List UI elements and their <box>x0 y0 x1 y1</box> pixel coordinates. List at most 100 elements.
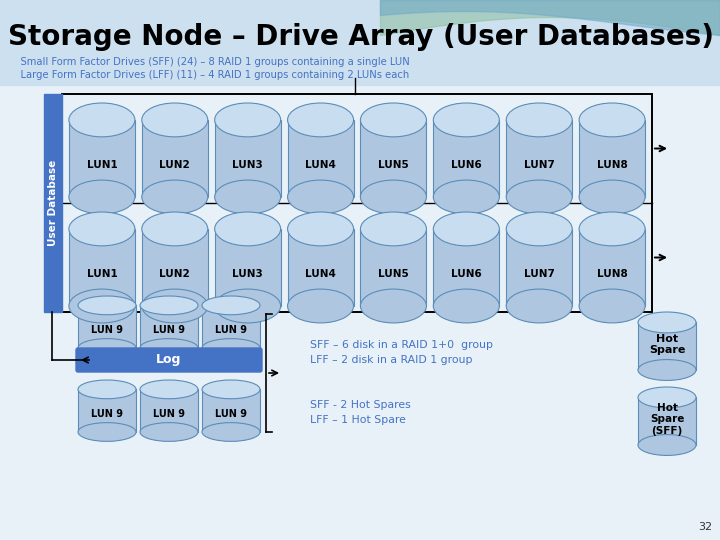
Bar <box>62 94 652 312</box>
Ellipse shape <box>506 289 572 323</box>
Text: LUN 9: LUN 9 <box>215 325 247 335</box>
Ellipse shape <box>78 423 136 441</box>
Text: LUN7: LUN7 <box>523 268 554 279</box>
Ellipse shape <box>433 103 500 137</box>
Text: Log: Log <box>156 354 181 367</box>
Text: Hot
Spare: Hot Spare <box>649 334 685 355</box>
Bar <box>78 305 136 348</box>
Text: LUN5: LUN5 <box>378 268 409 279</box>
Ellipse shape <box>140 339 198 357</box>
Bar <box>78 389 136 432</box>
Bar <box>140 389 198 432</box>
Bar <box>287 229 354 306</box>
Ellipse shape <box>638 312 696 333</box>
Text: LUN6: LUN6 <box>451 160 482 170</box>
Ellipse shape <box>579 212 645 246</box>
Ellipse shape <box>215 289 281 323</box>
Text: LUN 9: LUN 9 <box>153 409 185 419</box>
Bar <box>638 397 696 445</box>
Ellipse shape <box>579 180 645 214</box>
Ellipse shape <box>287 103 354 137</box>
Text: LUN4: LUN4 <box>305 268 336 279</box>
Ellipse shape <box>142 289 208 323</box>
Ellipse shape <box>433 289 500 323</box>
Ellipse shape <box>142 212 208 246</box>
Bar <box>579 120 645 197</box>
Ellipse shape <box>579 103 645 137</box>
Bar <box>506 120 572 197</box>
Bar <box>69 229 135 306</box>
Text: LUN8: LUN8 <box>597 160 628 170</box>
Text: LUN2: LUN2 <box>159 160 190 170</box>
Ellipse shape <box>215 212 281 246</box>
Text: LUN 9: LUN 9 <box>153 325 185 335</box>
Ellipse shape <box>215 103 281 137</box>
Text: Large Form Factor Drives (LFF) (11) – 4 RAID 1 groups containing 2 LUNs each: Large Form Factor Drives (LFF) (11) – 4 … <box>8 70 409 80</box>
FancyBboxPatch shape <box>76 348 262 372</box>
Bar <box>215 229 281 306</box>
Text: LUN8: LUN8 <box>597 268 628 279</box>
Ellipse shape <box>506 180 572 214</box>
Ellipse shape <box>140 296 198 315</box>
Bar <box>140 305 198 348</box>
Ellipse shape <box>69 212 135 246</box>
Bar <box>433 229 500 306</box>
Bar <box>433 120 500 197</box>
Ellipse shape <box>579 289 645 323</box>
Ellipse shape <box>78 296 136 315</box>
Bar <box>142 229 208 306</box>
Text: LUN1: LUN1 <box>86 268 117 279</box>
Bar <box>0 85 720 540</box>
Ellipse shape <box>433 212 500 246</box>
Ellipse shape <box>142 180 208 214</box>
Bar <box>638 322 696 370</box>
Ellipse shape <box>433 180 500 214</box>
Ellipse shape <box>638 387 696 408</box>
Text: LUN3: LUN3 <box>233 268 263 279</box>
Ellipse shape <box>202 423 260 441</box>
Ellipse shape <box>506 103 572 137</box>
Ellipse shape <box>140 423 198 441</box>
Bar <box>0 0 720 85</box>
Text: 32: 32 <box>698 522 712 532</box>
Text: LUN 9: LUN 9 <box>215 409 247 419</box>
Ellipse shape <box>142 103 208 137</box>
Ellipse shape <box>69 289 135 323</box>
Ellipse shape <box>287 289 354 323</box>
Text: Hot
Spare
(SFF): Hot Spare (SFF) <box>650 403 684 436</box>
Ellipse shape <box>78 339 136 357</box>
Ellipse shape <box>506 212 572 246</box>
Bar <box>142 120 208 197</box>
Text: SFF - 2 Hot Spares
LFF – 1 Hot Spare: SFF - 2 Hot Spares LFF – 1 Hot Spare <box>310 400 410 425</box>
Ellipse shape <box>361 103 426 137</box>
Ellipse shape <box>202 339 260 357</box>
Ellipse shape <box>638 360 696 381</box>
Ellipse shape <box>202 380 260 399</box>
Ellipse shape <box>78 380 136 399</box>
Ellipse shape <box>287 180 354 214</box>
Ellipse shape <box>638 435 696 455</box>
Text: LUN 9: LUN 9 <box>91 325 123 335</box>
Bar <box>44 94 62 312</box>
Text: LUN5: LUN5 <box>378 160 409 170</box>
Ellipse shape <box>361 289 426 323</box>
Text: LUN6: LUN6 <box>451 268 482 279</box>
Bar <box>202 305 260 348</box>
Ellipse shape <box>69 180 135 214</box>
Text: Storage Node – Drive Array (User Databases): Storage Node – Drive Array (User Databas… <box>8 23 714 51</box>
Ellipse shape <box>287 212 354 246</box>
Text: LUN2: LUN2 <box>159 268 190 279</box>
Bar <box>69 120 135 197</box>
Ellipse shape <box>361 180 426 214</box>
Bar <box>202 389 260 432</box>
Bar <box>361 229 426 306</box>
Text: LUN4: LUN4 <box>305 160 336 170</box>
Bar <box>215 120 281 197</box>
Ellipse shape <box>69 103 135 137</box>
Text: LUN 9: LUN 9 <box>91 409 123 419</box>
Bar <box>579 229 645 306</box>
Ellipse shape <box>215 180 281 214</box>
Text: User Database: User Database <box>48 160 58 246</box>
Bar <box>506 229 572 306</box>
Ellipse shape <box>361 212 426 246</box>
